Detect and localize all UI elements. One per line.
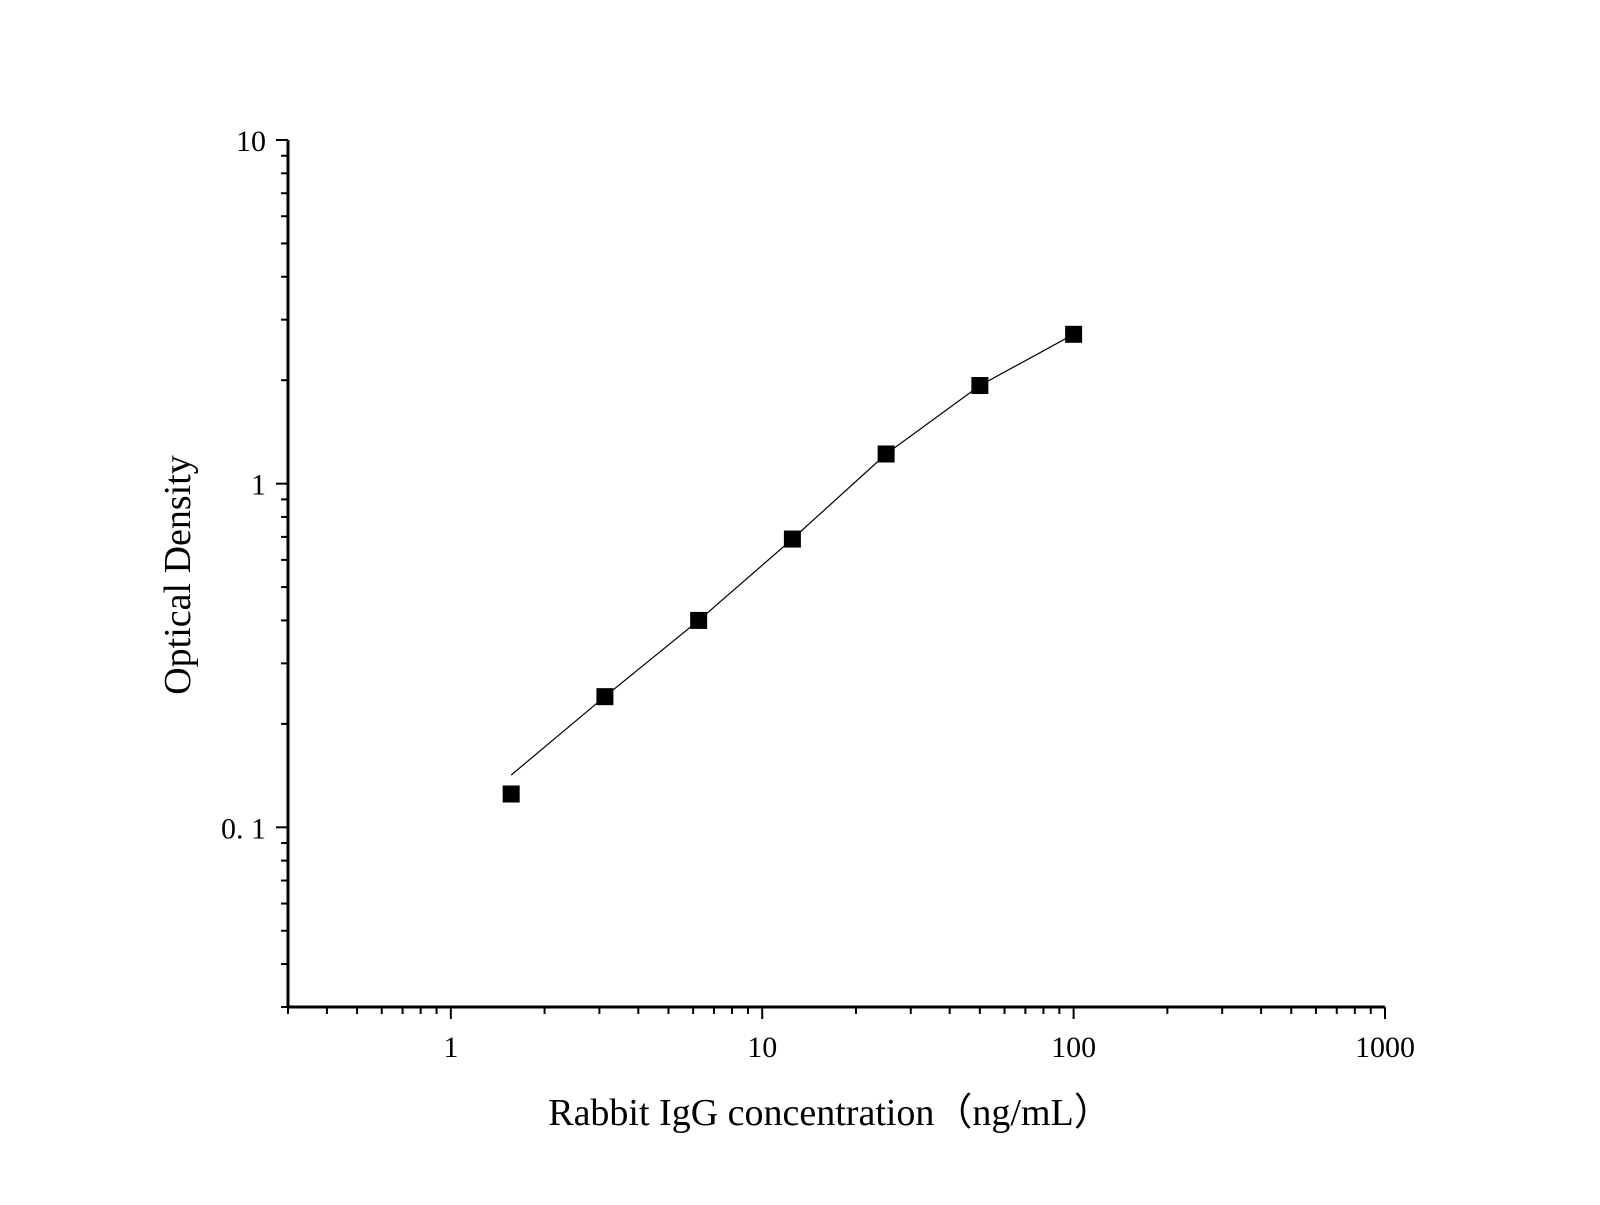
x-tick-label: 1 — [443, 1031, 458, 1064]
y-tick-label: 0. 1 — [221, 812, 266, 845]
y-axis-label: Optical Density — [157, 455, 199, 695]
data-point-marker — [971, 377, 989, 395]
x-tick-label: 100 — [1051, 1031, 1096, 1064]
fit-curve — [510, 333, 1074, 776]
fit-curve-line — [510, 333, 1074, 776]
axes — [286, 140, 1385, 1009]
data-point-marker — [502, 785, 520, 803]
data-point-marker — [783, 530, 801, 548]
ticks: 1 10 100 1000 0. 1 1 10 — [221, 125, 1415, 1064]
data-point-marker — [690, 611, 708, 629]
data-point-marker — [596, 688, 614, 706]
x-tick-label: 1000 — [1355, 1031, 1415, 1064]
x-axis-label: Rabbit IgG concentration（ng/mL） — [548, 1092, 1112, 1134]
x-tick-label: 10 — [747, 1031, 777, 1064]
y-tick-label: 10 — [236, 125, 266, 158]
data-points — [502, 325, 1083, 803]
data-point-marker — [877, 445, 895, 463]
data-point-marker — [1065, 325, 1083, 343]
y-tick-label: 1 — [251, 469, 266, 502]
